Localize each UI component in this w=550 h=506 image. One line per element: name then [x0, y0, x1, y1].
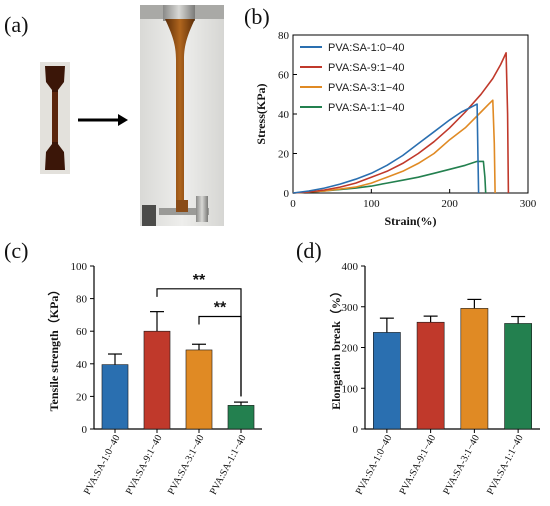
bar: [185, 349, 213, 430]
elongation-break-chart: (d) 0 100 200 300 400 Elongation break（%） PVA:…: [296, 238, 540, 497]
category-label: PVA:SA-1:1−40: [208, 433, 249, 496]
y-tick-label: 20: [278, 149, 290, 161]
series-line: [292, 51, 510, 194]
legend-entry: PVA:SA-3:1−40: [328, 82, 405, 94]
bar: [101, 364, 129, 430]
y-axis-title: Tensile strength（KPa）: [46, 284, 61, 412]
significance-bracket: [198, 315, 242, 397]
significance-label: **: [214, 300, 227, 317]
x-tick-label: 200: [441, 198, 458, 210]
legend-entry: PVA:SA-1:1−40: [328, 102, 405, 114]
series-line: [292, 160, 487, 194]
series-line: [292, 99, 496, 194]
x-axis-title: Strain(%): [385, 214, 437, 228]
y-tick-label: 40: [76, 359, 88, 371]
y-tick-label: 300: [342, 302, 359, 314]
series-line: [292, 103, 480, 194]
panel-a: (a): [4, 5, 224, 226]
y-tick-label: 20: [76, 391, 88, 403]
y-tick-label: 40: [278, 109, 290, 121]
bar: [504, 323, 532, 430]
specimen-photo: [40, 62, 70, 174]
category-label: PVA:SA-3:1−40: [441, 433, 482, 496]
bar: [460, 308, 489, 430]
bar: [143, 330, 171, 430]
category-label: PVA:SA-3:1−40: [166, 433, 207, 496]
panel-label-a: (a): [4, 12, 28, 37]
y-tick-label: 400: [342, 261, 359, 273]
stretched-specimen-photo: [140, 5, 224, 226]
y-tick-label: 80: [278, 30, 290, 42]
panel-label-d: (d): [296, 238, 322, 263]
y-axis-title: Elongation break（%）: [328, 285, 343, 410]
significance-label: **: [193, 272, 206, 289]
legend-entry: PVA:SA-1:0−40: [328, 42, 405, 54]
y-tick-label: 200: [342, 343, 359, 355]
legend-entry: PVA:SA-9:1−40: [328, 62, 405, 74]
y-tick-label: 0: [284, 188, 290, 200]
x-tick-label: 100: [363, 198, 380, 210]
y-tick-label: 60: [278, 70, 290, 82]
category-label: PVA:SA-1:1−40: [485, 433, 526, 496]
y-tick-label: 60: [76, 326, 88, 338]
panel-label-b: (b): [244, 4, 270, 29]
x-tick-label: 300: [520, 198, 537, 210]
y-axis-title: Stress(KPa): [254, 83, 268, 144]
category-label: PVA:SA-1:0−40: [82, 433, 123, 496]
category-label: PVA:SA-1:0−40: [354, 433, 395, 496]
arrow-right-icon: [78, 114, 128, 126]
x-tick-label: 0: [290, 198, 296, 210]
y-tick-label: 0: [353, 424, 359, 436]
y-tick-label: 100: [342, 383, 359, 395]
bar: [373, 332, 401, 430]
y-tick-label: 80: [76, 294, 88, 306]
panel-label-c: (c): [4, 238, 28, 263]
bar: [416, 321, 445, 430]
y-tick-label: 0: [82, 424, 88, 436]
tensile-strength-chart: (c) 0 20 40 60 80 100 Tensile strength（KPa） PVA…: [4, 238, 262, 497]
category-label: PVA:SA-9:1−40: [398, 433, 439, 496]
bar: [227, 405, 255, 430]
y-tick-label: 100: [71, 261, 88, 273]
category-label: PVA:SA-9:1−40: [124, 433, 165, 496]
stress-strain-chart: (b) 0 20 40 60 80 0 100 200 300 Strain(%) Stress(K…: [244, 4, 537, 228]
